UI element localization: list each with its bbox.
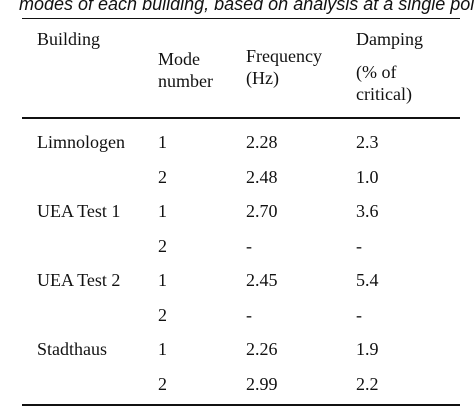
header-frequency-line-2: (Hz) xyxy=(246,68,279,88)
cell-damping: 1.9 xyxy=(356,339,379,359)
cell-mode-number: 2 xyxy=(158,236,167,256)
header-damping: Damping xyxy=(356,29,423,49)
cell-mode-number: 1 xyxy=(158,339,167,359)
cell-frequency: 2.45 xyxy=(246,270,278,290)
cell-mode-number: 1 xyxy=(158,132,167,152)
cell-damping: 1.0 xyxy=(356,167,379,187)
cell-damping: 2.3 xyxy=(356,132,379,152)
cell-frequency: - xyxy=(246,305,252,325)
cell-frequency: 2.70 xyxy=(246,201,278,221)
cell-mode-number: 2 xyxy=(158,374,167,394)
header-frequency: Frequency (Hz) xyxy=(246,45,322,89)
cell-building: UEA Test 1 xyxy=(37,201,121,221)
cell-building: Limnologen xyxy=(37,132,125,152)
cell-damping: 3.6 xyxy=(356,201,379,221)
cell-building: Stadthaus xyxy=(37,339,107,359)
header-damping-unit-line-1: (% of xyxy=(356,62,397,82)
table-header-rule xyxy=(22,117,460,119)
table-caption: modes of each building, based on analysi… xyxy=(19,0,474,14)
modal-properties-table: Building Mode number Frequency (Hz) Damp… xyxy=(22,18,460,408)
cell-frequency: 2.99 xyxy=(246,374,278,394)
cell-building: UEA Test 2 xyxy=(37,270,121,290)
cell-mode-number: 2 xyxy=(158,305,167,325)
cell-mode-number: 1 xyxy=(158,201,167,221)
header-damping-unit-line-2: critical) xyxy=(356,84,412,104)
table-bottom-rule xyxy=(22,404,460,406)
cell-frequency: 2.48 xyxy=(246,167,278,187)
header-mode-line-1: Mode xyxy=(158,49,200,69)
cell-damping: - xyxy=(356,305,362,325)
cell-damping: 2.2 xyxy=(356,374,379,394)
cell-mode-number: 2 xyxy=(158,167,167,187)
cell-damping: 5.4 xyxy=(356,270,379,290)
cell-frequency: 2.28 xyxy=(246,132,278,152)
header-damping-unit: (% of critical) xyxy=(356,61,412,105)
cell-damping: - xyxy=(356,236,362,256)
table-top-rule xyxy=(22,18,460,19)
cell-frequency: - xyxy=(246,236,252,256)
cell-mode-number: 1 xyxy=(158,270,167,290)
header-building: Building xyxy=(37,29,101,49)
cell-frequency: 2.26 xyxy=(246,339,278,359)
header-mode-number: Mode number xyxy=(158,48,213,92)
header-frequency-line-1: Frequency xyxy=(246,46,322,66)
header-mode-line-2: number xyxy=(158,71,213,91)
